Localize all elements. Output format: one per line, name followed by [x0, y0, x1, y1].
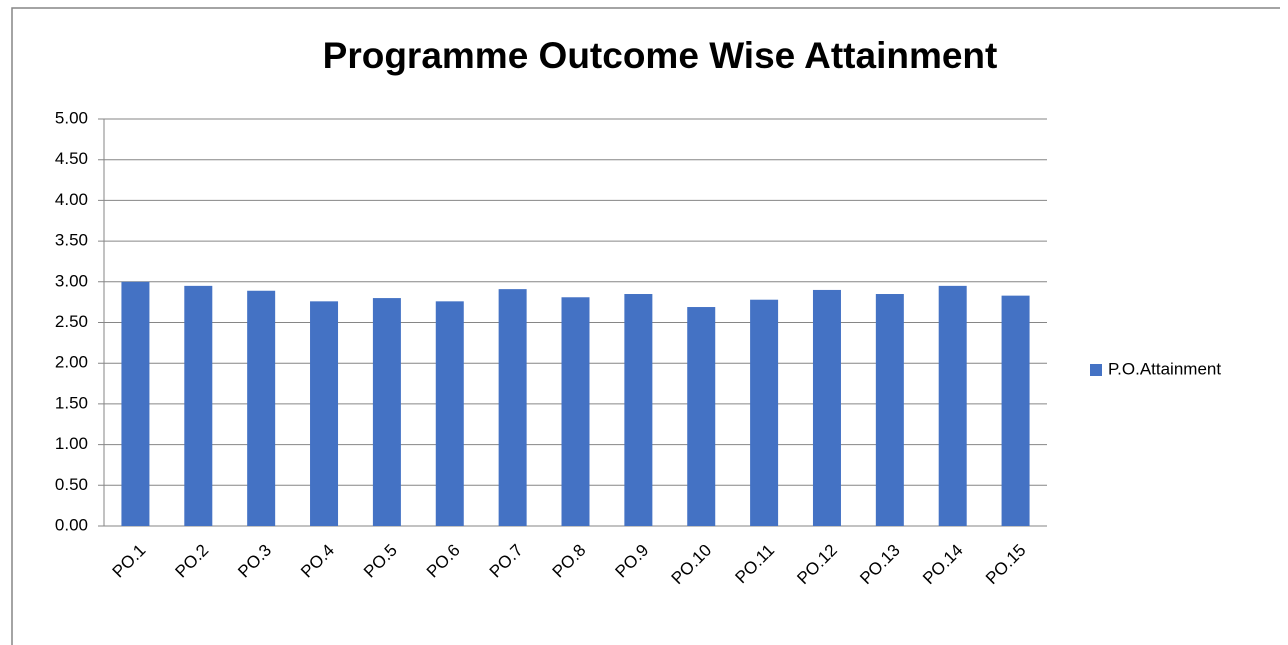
x-tick-label: PO.11 [731, 541, 778, 588]
legend-swatch [1090, 364, 1102, 376]
y-tick-label: 2.50 [55, 312, 88, 331]
x-tick-label: PO.6 [423, 541, 464, 582]
y-tick-label: 1.00 [55, 434, 88, 453]
x-tick-label: PO.1 [109, 541, 150, 582]
bar [624, 294, 653, 526]
bar [1001, 295, 1030, 526]
x-tick-label: PO.4 [297, 541, 338, 582]
bar [184, 285, 213, 526]
y-tick-label: 4.00 [55, 190, 88, 209]
y-tick-label: 2.00 [55, 353, 88, 372]
x-tick-label: PO.13 [856, 541, 904, 589]
y-tick-label: 3.50 [55, 231, 88, 250]
bar [435, 301, 464, 526]
y-tick-label: 3.00 [55, 271, 88, 290]
bar [498, 289, 527, 526]
legend-label: P.O.Attainment [1108, 359, 1221, 378]
bar [121, 281, 150, 526]
bar [938, 285, 967, 526]
chart-title: Programme Outcome Wise Attainment [323, 35, 998, 76]
chart-frame [11, 7, 1280, 645]
x-tick-label: PO.12 [793, 541, 841, 589]
bar [687, 307, 716, 526]
x-tick-label: PO.15 [982, 541, 1030, 589]
x-tick-label: PO.3 [234, 541, 275, 582]
bar [875, 294, 904, 526]
x-tick-label: PO.7 [486, 541, 527, 582]
bar [561, 297, 590, 526]
x-tick-label: PO.14 [919, 541, 967, 589]
y-tick-label: 0.50 [55, 475, 88, 494]
y-tick-label: 0.00 [55, 515, 88, 534]
y-tick-label: 1.50 [55, 393, 88, 412]
bar [812, 289, 841, 526]
x-tick-label: PO.5 [360, 541, 401, 582]
x-tick-label: PO.2 [171, 541, 212, 582]
x-tick-label: PO.10 [668, 541, 716, 589]
y-tick-label: 5.00 [55, 108, 88, 127]
bar [372, 298, 401, 526]
bar [310, 301, 339, 526]
bar [247, 290, 276, 526]
x-tick-label: PO.9 [612, 541, 653, 582]
bar [750, 299, 779, 526]
y-tick-label: 4.50 [55, 149, 88, 168]
x-tick-label: PO.8 [549, 541, 590, 582]
